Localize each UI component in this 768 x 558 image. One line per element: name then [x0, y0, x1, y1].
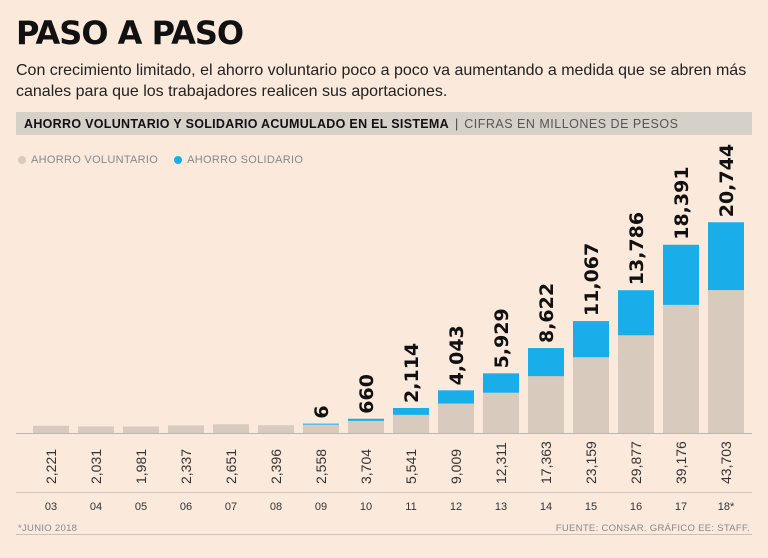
- bar-voluntario: [33, 425, 69, 433]
- data-label-solidario: 13,786: [626, 212, 648, 285]
- chart-units: CIFRAS EN MILLONES DE PESOS: [464, 116, 679, 131]
- bar-voluntario: [348, 420, 384, 433]
- x-tick-label: 16: [630, 501, 642, 513]
- bar-voluntario: [393, 414, 429, 433]
- data-label-voluntario: 2,558: [313, 449, 329, 484]
- chart-title-band: AHORRO VOLUNTARIO Y SOLIDARIO ACUMULADO …: [16, 112, 752, 135]
- data-label-solidario: 18,391: [671, 166, 693, 239]
- data-label-voluntario: 29,877: [628, 441, 644, 484]
- legend-item-solidario: AHORRO SOLIDARIO: [174, 154, 303, 166]
- data-label-solidario: 20,744: [716, 144, 738, 217]
- page-title: PASO A PASO: [16, 14, 244, 52]
- bar-voluntario: [618, 335, 654, 433]
- data-label-voluntario: 2,337: [178, 449, 194, 484]
- legend-swatch-solidario: [174, 156, 183, 164]
- data-label-voluntario: 2,031: [88, 449, 104, 484]
- data-label-voluntario: 39,176: [673, 441, 689, 484]
- bar-voluntario: [78, 426, 114, 433]
- bar-voluntario: [528, 376, 564, 433]
- chart-legend: AHORRO VOLUNTARIO AHORRO SOLIDARIO: [18, 154, 319, 166]
- legend-item-voluntario: AHORRO VOLUNTARIO: [18, 154, 158, 166]
- bar-voluntario: [123, 426, 159, 433]
- x-tick-label: 07: [225, 501, 237, 513]
- data-label-voluntario: 1,981: [133, 449, 149, 484]
- legend-label-solidario: AHORRO SOLIDARIO: [187, 154, 304, 166]
- data-label-voluntario: 2,651: [223, 449, 239, 484]
- bar-solidario: [438, 390, 474, 404]
- bar-voluntario: [663, 304, 699, 433]
- data-label-voluntario: 5,541: [403, 449, 419, 484]
- data-label-voluntario: 3,704: [358, 449, 374, 484]
- data-label-solidario: 11,067: [581, 243, 603, 316]
- x-tick-label: 12: [450, 501, 462, 513]
- data-label-voluntario: 12,311: [493, 442, 509, 484]
- x-tick-label: 03: [45, 501, 57, 513]
- source-credit: FUENTE: CONSAR. GRÁFICO EE: STAFF.: [555, 523, 750, 534]
- bar-voluntario: [258, 425, 294, 433]
- data-label-solidario: 6: [311, 405, 333, 418]
- data-label-voluntario: 43,703: [718, 441, 734, 484]
- bar-solidario: [393, 407, 429, 415]
- bar-solidario: [483, 373, 519, 393]
- bar-solidario: [303, 423, 339, 425]
- bar-voluntario: [213, 424, 249, 433]
- data-label-voluntario: 2,221: [43, 449, 59, 484]
- bar-solidario: [618, 290, 654, 336]
- x-tick-label: 17: [675, 501, 687, 513]
- data-label-solidario: 660: [356, 374, 378, 414]
- title-separator: |: [454, 116, 459, 131]
- bar-voluntario: [483, 392, 519, 433]
- x-tick-label: 10: [360, 501, 372, 513]
- bar-solidario: [573, 321, 609, 358]
- bar-voluntario: [708, 290, 744, 433]
- x-tick-label: 14: [540, 501, 552, 513]
- bar-solidario: [528, 348, 564, 377]
- footnote: *JUNIO 2018: [18, 523, 78, 534]
- bar-solidario: [348, 418, 384, 421]
- data-label-voluntario: 17,363: [538, 441, 554, 484]
- data-label-voluntario: 2,396: [268, 449, 284, 484]
- chart-title: AHORRO VOLUNTARIO Y SOLIDARIO ACUMULADO …: [24, 116, 449, 131]
- bar-voluntario: [573, 357, 609, 433]
- x-tick-label: 05: [135, 501, 147, 513]
- x-tick-label: 11: [405, 501, 416, 513]
- x-tick-label: 04: [90, 501, 102, 513]
- x-tick-label: 06: [180, 501, 192, 513]
- footer-divider: [16, 534, 752, 535]
- x-tick-label: 13: [495, 501, 507, 513]
- data-label-solidario: 8,622: [536, 283, 558, 343]
- x-tick-label: 18*: [718, 501, 735, 513]
- x-tick-label: 08: [270, 501, 282, 513]
- data-label-solidario: 2,114: [401, 343, 423, 403]
- bar-solidario: [708, 222, 744, 291]
- legend-swatch-voluntario: [18, 156, 26, 164]
- bar-voluntario: [168, 425, 204, 433]
- data-label-solidario: 4,043: [446, 325, 468, 385]
- x-tick-label: 09: [315, 501, 327, 513]
- data-label-voluntario: 23,159: [583, 441, 599, 484]
- legend-label-voluntario: AHORRO VOLUNTARIO: [31, 154, 159, 166]
- page-subtitle: Con crecimiento limitado, el ahorro volu…: [16, 62, 747, 100]
- data-label-solidario: 5,929: [491, 308, 513, 368]
- data-label-voluntario: 9,009: [448, 449, 464, 484]
- bar-voluntario: [438, 403, 474, 433]
- bar-voluntario: [303, 424, 339, 433]
- x-tick-label: 15: [585, 501, 597, 513]
- bar-solidario: [663, 244, 699, 305]
